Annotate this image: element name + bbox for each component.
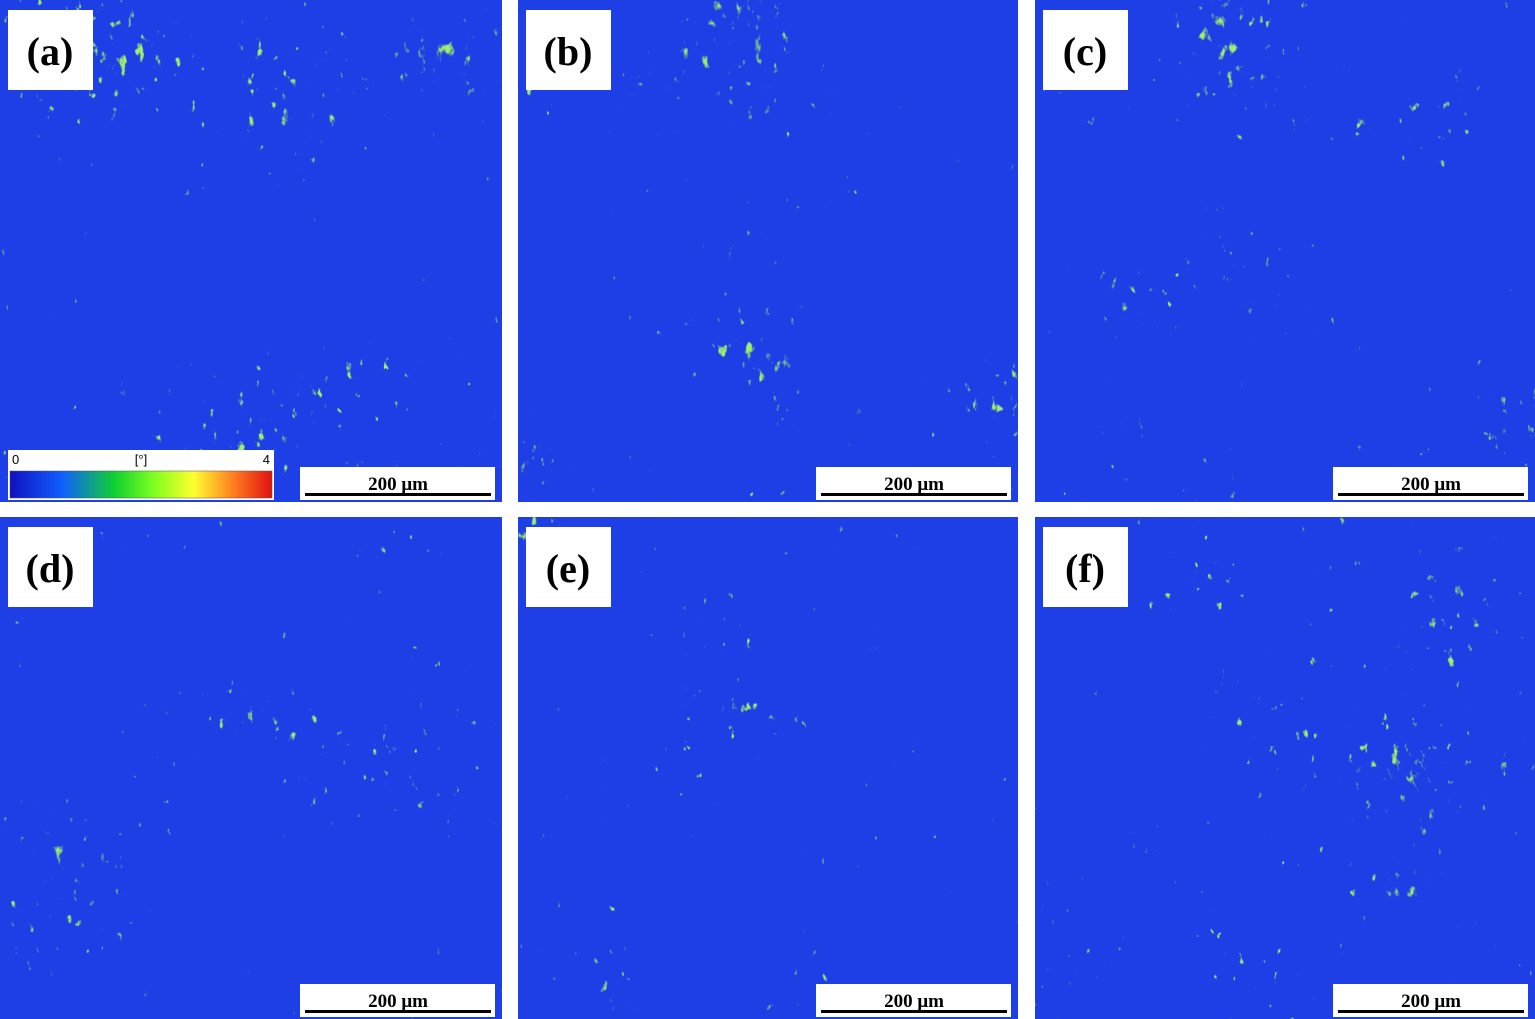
scale-bar-label: 200 μm bbox=[1401, 474, 1461, 495]
colorbar-min: 0 bbox=[12, 452, 19, 467]
label-box bbox=[526, 527, 611, 607]
scale-bar bbox=[305, 493, 491, 496]
scale-bar-label: 200 μm bbox=[368, 991, 428, 1012]
label-box bbox=[8, 527, 93, 607]
micrograph-panel: (e) 200 μm bbox=[518, 517, 1018, 1019]
micrograph-panel: (c) 200 μm bbox=[1035, 0, 1535, 502]
scale-bar-label: 200 μm bbox=[884, 474, 944, 495]
scale-bar bbox=[1338, 493, 1524, 496]
panel-label: (a) bbox=[27, 29, 74, 74]
label-box bbox=[526, 10, 611, 90]
colorbar-max: 4 bbox=[263, 452, 270, 467]
colorbar: 0 [°] 4 bbox=[8, 450, 274, 500]
scale-bar-label: 200 μm bbox=[1401, 991, 1461, 1012]
scale-bar-label: 200 μm bbox=[884, 991, 944, 1012]
label-box bbox=[8, 10, 93, 90]
colorbar-unit: [°] bbox=[135, 452, 147, 467]
panel-label: (d) bbox=[26, 546, 75, 591]
panel-label: (f) bbox=[1065, 546, 1105, 591]
micrograph-panel: (d) 200 μm bbox=[0, 517, 502, 1019]
colorbar-gradient bbox=[9, 470, 273, 499]
label-box bbox=[1043, 527, 1128, 607]
micrograph-panel: (a) 200 μm bbox=[0, 0, 502, 502]
scale-bar bbox=[821, 493, 1007, 496]
scale-bar bbox=[821, 1010, 1007, 1013]
panel-label: (e) bbox=[546, 546, 590, 591]
panel-label: (c) bbox=[1063, 29, 1107, 74]
label-box bbox=[1043, 10, 1128, 90]
panel-label: (b) bbox=[544, 29, 593, 74]
scale-bar-label: 200 μm bbox=[368, 474, 428, 495]
scale-bar bbox=[305, 1010, 491, 1013]
micrograph-panel: (b) 200 μm bbox=[518, 0, 1018, 502]
micrograph-panel: (f) 200 μm bbox=[1035, 517, 1535, 1019]
scale-bar bbox=[1338, 1010, 1524, 1013]
